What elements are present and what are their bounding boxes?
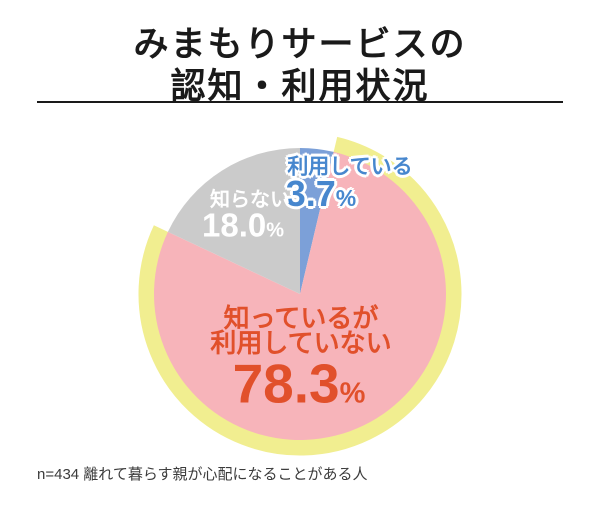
slice-percent-dont-know-value: 18.0 [201,206,267,244]
slice-label-know-not-using-line2: 利用していない [210,328,392,358]
slice-label-using: 利用している [287,155,413,179]
percent-sign: % [335,185,357,211]
page-title-line1: みまもりサービスの [133,25,467,64]
percent-sign: % [339,377,366,410]
slice-percent-know-not-using-value: 78.3 [232,352,340,415]
slice-label-dont-know: 知らない [210,189,290,211]
percent-sign: % [266,219,285,242]
sample-size-note: n=434 離れて暮らす親が心配になることがある人 [37,466,368,483]
slice-percent-using-value: 3.7 [285,173,336,214]
slice-label-know-not-using-line1: 知っているが [223,303,379,333]
pie-slice-know-not-using [154,151,447,441]
slice-percent-know-not-using: 78.3% [233,356,366,412]
slice-percent-dont-know: 18.0% [202,209,284,242]
page-title-line2: 認知・利用状況 [170,67,430,106]
pie-slice-dont-know [167,148,300,294]
highlight-ring-know-not-using [138,136,462,456]
slice-percent-using: 3.7% [286,176,357,212]
title-underline [37,101,563,103]
pie-slice-using [300,148,334,294]
